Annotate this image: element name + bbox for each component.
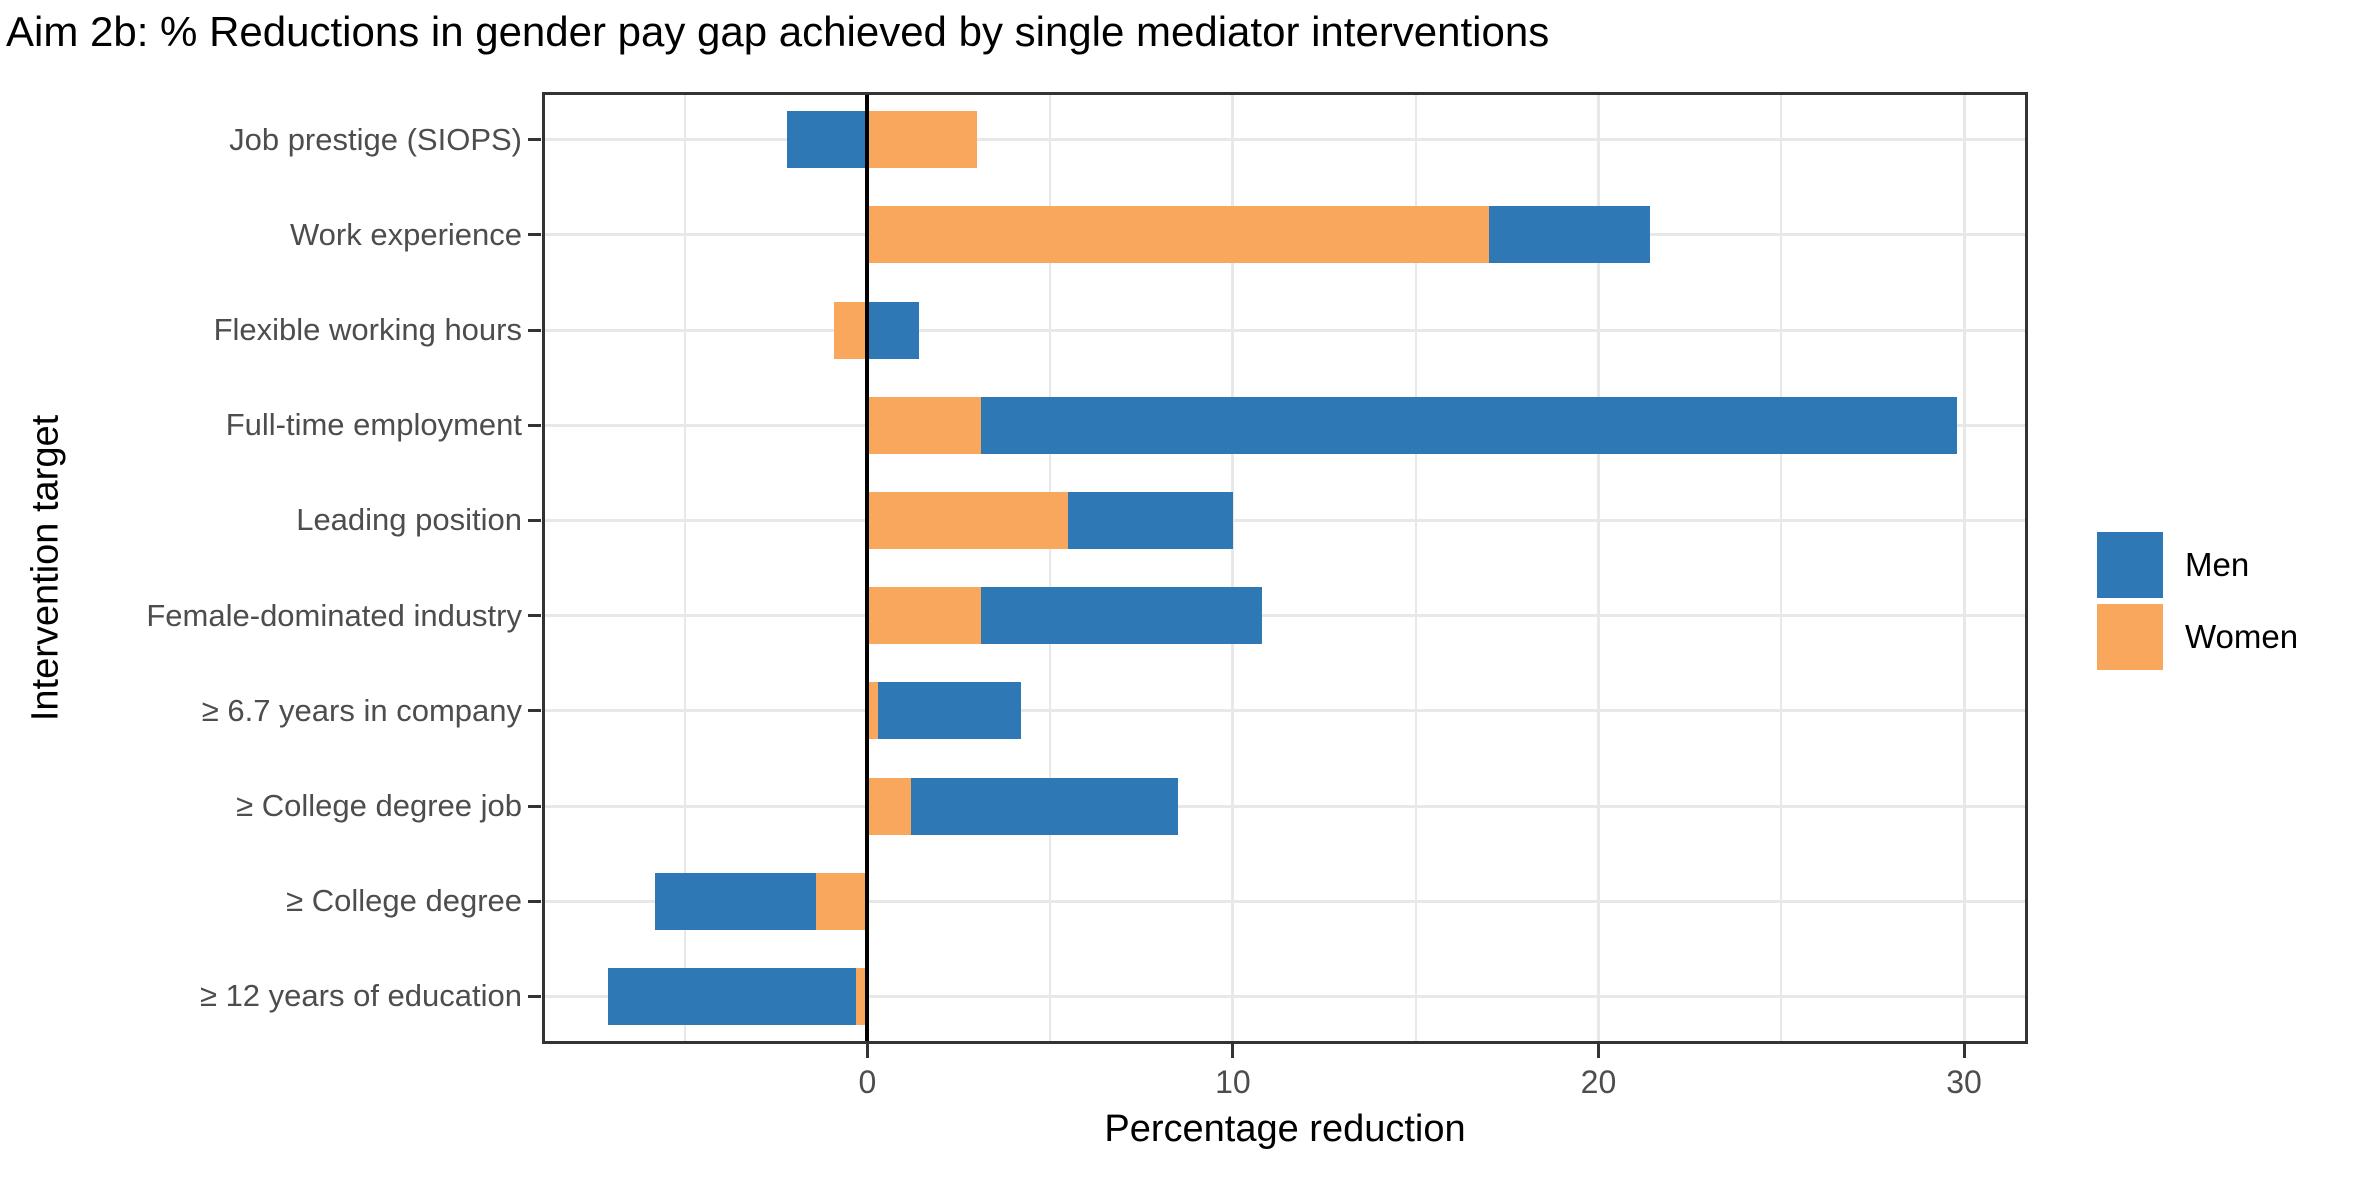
legend-label-men: Men	[2185, 546, 2250, 583]
category-gridline	[542, 804, 2028, 808]
bar-segment-women	[867, 396, 981, 454]
minor-gridline	[683, 92, 686, 1044]
women-color-swatch	[2097, 604, 2163, 670]
category-gridline	[542, 518, 2028, 522]
bar-segment-men	[655, 872, 817, 930]
legend-item-men: Men	[2097, 532, 2298, 598]
y-tick-mark	[528, 233, 541, 237]
x-tick-mark	[1231, 1044, 1235, 1058]
major-gridline	[1962, 92, 1966, 1044]
y-tick-mark	[528, 709, 541, 713]
x-tick-mark	[1596, 1044, 1600, 1058]
x-tick-label: 30	[1946, 1064, 1982, 1100]
y-tick-label: Flexible working hours	[213, 312, 522, 347]
bar-segment-women	[867, 111, 977, 169]
category-gridline	[542, 709, 2028, 713]
bar-segment-men	[786, 111, 868, 169]
bar-segment-men	[911, 777, 1179, 835]
bar-segment-men	[607, 967, 857, 1025]
x-tick-label: 10	[1215, 1064, 1251, 1100]
category-gridline	[542, 328, 2028, 332]
y-tick-mark	[528, 899, 541, 903]
minor-gridline	[1780, 92, 1783, 1044]
y-tick-mark	[528, 138, 541, 142]
x-tick-label: 0	[858, 1064, 877, 1100]
bar-segment-women	[867, 587, 981, 645]
bar-segment-men	[878, 682, 1021, 740]
plot-panel	[542, 92, 2028, 1044]
chart-title: Aim 2b: % Reductions in gender pay gap a…	[6, 8, 1550, 55]
y-tick-mark	[528, 518, 541, 522]
bar-segment-women	[867, 491, 1069, 549]
bar-segment-women	[867, 206, 1489, 264]
bar-segment-women	[867, 777, 912, 835]
y-tick-mark	[528, 423, 541, 427]
bar-segment-men	[980, 587, 1263, 645]
y-tick-mark	[528, 328, 541, 332]
bar-segment-men	[1068, 491, 1233, 549]
x-tick-mark	[1962, 1044, 1966, 1058]
y-tick-mark	[528, 804, 541, 808]
legend-item-women: Women	[2097, 604, 2298, 670]
category-gridline	[542, 899, 2028, 903]
category-gridline	[542, 138, 2028, 142]
bar-segment-men	[980, 396, 1957, 454]
y-axis-title: Intervention target	[24, 414, 67, 722]
legend-label-women: Women	[2185, 618, 2299, 655]
major-gridline	[1596, 92, 1600, 1044]
bar-segment-women	[816, 872, 868, 930]
x-tick-mark	[865, 1044, 869, 1058]
minor-gridline	[1049, 92, 1052, 1044]
bar-segment-women	[867, 682, 879, 740]
y-tick-label: Leading position	[296, 502, 522, 538]
category-gridline	[542, 994, 2028, 998]
bar-segment-women	[834, 301, 868, 359]
major-gridline	[1231, 92, 1235, 1044]
y-tick-label: Full-time employment	[225, 407, 522, 443]
men-color-swatch	[2097, 532, 2163, 598]
y-tick-label: Job prestige (SIOPS)	[229, 121, 522, 157]
y-tick-label: ≥ 12 years of education	[199, 978, 522, 1014]
bar-segment-men	[867, 301, 919, 359]
y-tick-mark	[528, 994, 541, 998]
y-tick-label: ≥ 6.7 years in company	[201, 692, 522, 728]
minor-gridline	[1414, 92, 1417, 1044]
y-tick-mark	[528, 614, 541, 618]
zero-line	[865, 92, 870, 1044]
y-tick-label: Work experience	[289, 216, 522, 252]
bar-segment-women	[856, 967, 868, 1025]
y-tick-label: Female-dominated industry	[146, 597, 522, 633]
x-axis-title: Percentage reduction	[1104, 1108, 1466, 1150]
y-tick-label: ≥ College degree	[286, 883, 522, 919]
bar-segment-men	[1488, 206, 1650, 264]
x-tick-label: 20	[1580, 1064, 1617, 1100]
y-tick-label: ≥ College degree job	[236, 788, 522, 823]
category-gridline	[542, 614, 2028, 618]
legend: Men Women	[2097, 532, 2298, 676]
